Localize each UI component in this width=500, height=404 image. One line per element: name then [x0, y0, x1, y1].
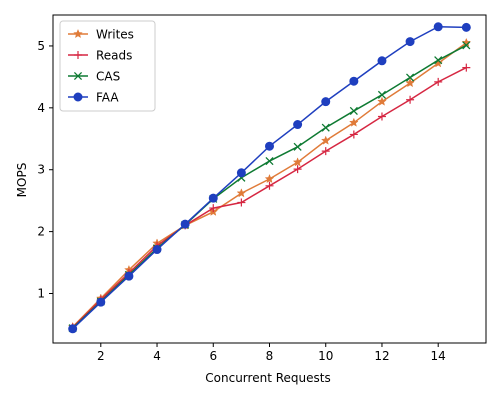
data-point-cas: [406, 73, 415, 82]
y-tick-label: 3: [37, 163, 45, 177]
data-point-cas: [377, 90, 387, 99]
x-tick-label: 8: [266, 349, 274, 363]
legend-swatch-marker: [73, 92, 83, 102]
data-point-cas: [321, 123, 330, 132]
data-point-faa: [321, 97, 331, 107]
data-point-faa: [433, 22, 443, 32]
data-point-faa: [124, 271, 134, 281]
data-point-reads: [406, 95, 415, 104]
data-point-reads: [377, 112, 386, 121]
data-point-faa: [377, 56, 387, 66]
data-point-writes: [292, 157, 303, 167]
data-point-faa: [265, 141, 274, 151]
data-point-faa: [180, 219, 190, 229]
data-point-writes: [236, 188, 247, 198]
data-point-cas: [265, 156, 274, 166]
data-point-faa: [461, 22, 471, 32]
legend-item-faa: FAA: [68, 91, 119, 105]
data-point-faa: [293, 120, 303, 130]
series-faa: [68, 22, 471, 334]
data-point-reads: [293, 165, 302, 174]
data-point-faa: [236, 168, 246, 178]
legend: Writes Reads CAS FAA: [59, 20, 156, 112]
data-point-reads: [349, 130, 358, 139]
legend-swatch-marker: [73, 28, 83, 39]
data-point-faa: [68, 324, 78, 334]
y-tick-label: 1: [37, 286, 45, 300]
y-tick-label: 5: [37, 39, 45, 53]
data-point-writes: [264, 173, 275, 184]
x-tick-label: 10: [318, 349, 333, 363]
y-axis-label: MOPS: [15, 163, 29, 198]
data-point-reads: [209, 204, 218, 213]
x-tick-label: 4: [153, 349, 161, 363]
data-point-cas: [434, 56, 443, 65]
data-point-writes: [349, 117, 359, 127]
data-point-cas: [462, 41, 471, 50]
legend-box: [59, 20, 156, 112]
x-tick-label: 6: [209, 349, 217, 363]
y-tick-label: 4: [37, 101, 45, 115]
legend-label: FAA: [96, 91, 119, 105]
data-point-faa: [152, 245, 162, 255]
data-point-writes: [405, 77, 415, 88]
x-axis-label: Concurrent Requests: [205, 371, 330, 385]
x-tick-label: 2: [97, 349, 105, 363]
data-point-writes: [377, 96, 387, 106]
legend-item-cas: CAS: [68, 70, 120, 84]
legend-label: Reads: [96, 49, 132, 63]
data-point-faa: [96, 297, 106, 307]
data-point-reads: [434, 77, 443, 86]
data-point-faa: [349, 76, 359, 86]
y-tick-label: 2: [37, 225, 45, 239]
data-point-cas: [349, 106, 358, 115]
data-point-faa: [405, 37, 415, 47]
legend-label: CAS: [96, 70, 120, 84]
series-layer: [67, 22, 472, 334]
data-point-reads: [265, 181, 274, 190]
legend-swatch-marker: [74, 51, 82, 59]
data-point-faa: [208, 193, 218, 203]
data-point-reads: [237, 198, 246, 207]
legend-item-writes: Writes: [68, 28, 134, 42]
x-tick-label: 14: [431, 349, 446, 363]
data-point-reads: [321, 147, 330, 156]
legend-swatch-marker: [73, 71, 83, 81]
data-point-writes: [320, 135, 331, 145]
data-point-reads: [462, 63, 471, 72]
legend-item-reads: Reads: [68, 49, 132, 63]
data-point-cas: [293, 142, 302, 151]
legend-label: Writes: [96, 28, 134, 42]
x-tick-label: 12: [374, 349, 389, 363]
